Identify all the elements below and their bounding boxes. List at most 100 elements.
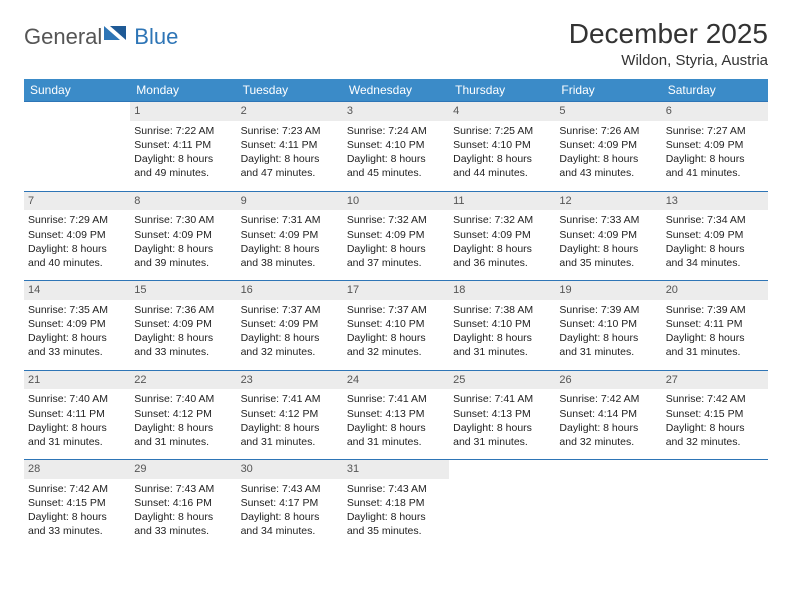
calendar-day-cell: 28Sunrise: 7:42 AMSunset: 4:15 PMDayligh… <box>24 460 130 549</box>
sunrise-line: Sunrise: 7:36 AM <box>134 303 232 317</box>
daylight-line: Daylight: 8 hours and 31 minutes. <box>28 421 126 449</box>
day-number: 16 <box>237 281 343 300</box>
sunset-line: Sunset: 4:09 PM <box>28 228 126 242</box>
calendar-day-cell: 8Sunrise: 7:30 AMSunset: 4:09 PMDaylight… <box>130 191 236 281</box>
daylight-line: Daylight: 8 hours and 35 minutes. <box>347 510 445 538</box>
sunrise-line: Sunrise: 7:22 AM <box>134 124 232 138</box>
calendar-week-row: 7Sunrise: 7:29 AMSunset: 4:09 PMDaylight… <box>24 191 768 281</box>
calendar-day-cell: 7 Sunrise: 7:29 AMSunset: 4:09 PMDaylight… <box>24 191 130 281</box>
sunrise-line: Sunrise: 7:41 AM <box>453 392 551 406</box>
daylight-line: Daylight: 8 hours and 47 minutes. <box>241 152 339 180</box>
day-number: 19 <box>555 281 661 300</box>
sunset-line: Sunset: 4:09 PM <box>241 317 339 331</box>
daylight-line: Daylight: 8 hours and 35 minutes. <box>559 242 657 270</box>
calendar-day-cell: 30Sunrise: 7:43 AMSunset: 4:17 PMDayligh… <box>237 460 343 549</box>
sunset-line: Sunset: 4:09 PM <box>666 138 764 152</box>
logo-mark-icon <box>104 22 126 40</box>
day-number: 21 <box>24 371 130 390</box>
sunset-line: Sunset: 4:15 PM <box>666 407 764 421</box>
sunrise-line: Sunrise: 7:38 AM <box>453 303 551 317</box>
day-number: 17 <box>343 281 449 300</box>
calendar-day-cell <box>662 460 768 549</box>
calendar-day-cell: 1Sunrise: 7:22 AMSunset: 4:11 PMDaylight… <box>130 102 236 192</box>
daylight-line: Daylight: 8 hours and 31 minutes. <box>453 421 551 449</box>
daylight-line: Daylight: 8 hours and 31 minutes. <box>241 421 339 449</box>
day-number: 24 <box>343 371 449 390</box>
sunset-line: Sunset: 4:09 PM <box>134 228 232 242</box>
calendar-day-cell: 10Sunrise: 7:32 AMSunset: 4:09 PMDayligh… <box>343 191 449 281</box>
day-number: 26 <box>555 371 661 390</box>
day-number: 13 <box>662 192 768 211</box>
day-number: 9 <box>237 192 343 211</box>
day-number: 12 <box>555 192 661 211</box>
sunset-line: Sunset: 4:10 PM <box>453 138 551 152</box>
sunset-line: Sunset: 4:12 PM <box>134 407 232 421</box>
sunset-line: Sunset: 4:09 PM <box>559 228 657 242</box>
daylight-line: Daylight: 8 hours and 32 minutes. <box>666 421 764 449</box>
calendar-day-cell <box>24 102 130 192</box>
weekday-header: Thursday <box>449 79 555 102</box>
sunrise-line: Sunrise: 7:40 AM <box>28 392 126 406</box>
daylight-line: Daylight: 8 hours and 44 minutes. <box>453 152 551 180</box>
day-number: 5 <box>555 102 661 121</box>
sunrise-line: Sunrise: 7:31 AM <box>241 213 339 227</box>
sunrise-line: Sunrise: 7:24 AM <box>347 124 445 138</box>
sunset-line: Sunset: 4:17 PM <box>241 496 339 510</box>
sunrise-line: Sunrise: 7:27 AM <box>666 124 764 138</box>
day-number: 15 <box>130 281 236 300</box>
sunset-line: Sunset: 4:10 PM <box>559 317 657 331</box>
calendar-day-cell: 3Sunrise: 7:24 AMSunset: 4:10 PMDaylight… <box>343 102 449 192</box>
sunrise-line: Sunrise: 7:42 AM <box>28 482 126 496</box>
daylight-line: Daylight: 8 hours and 40 minutes. <box>28 242 126 270</box>
calendar-header-row: SundayMondayTuesdayWednesdayThursdayFrid… <box>24 79 768 102</box>
calendar-day-cell <box>449 460 555 549</box>
sunset-line: Sunset: 4:14 PM <box>559 407 657 421</box>
daylight-line: Daylight: 8 hours and 31 minutes. <box>666 331 764 359</box>
calendar-day-cell: 18Sunrise: 7:38 AMSunset: 4:10 PMDayligh… <box>449 281 555 371</box>
sunset-line: Sunset: 4:09 PM <box>559 138 657 152</box>
sunrise-line: Sunrise: 7:42 AM <box>666 392 764 406</box>
sunrise-line: Sunrise: 7:41 AM <box>241 392 339 406</box>
calendar-day-cell: 23Sunrise: 7:41 AMSunset: 4:12 PMDayligh… <box>237 370 343 460</box>
calendar-day-cell: 24Sunrise: 7:41 AMSunset: 4:13 PMDayligh… <box>343 370 449 460</box>
logo: General Blue <box>24 22 178 52</box>
sunrise-line: Sunrise: 7:26 AM <box>559 124 657 138</box>
calendar-day-cell: 22Sunrise: 7:40 AMSunset: 4:12 PMDayligh… <box>130 370 236 460</box>
calendar-day-cell: 15Sunrise: 7:36 AMSunset: 4:09 PMDayligh… <box>130 281 236 371</box>
day-number: 7 <box>24 192 130 211</box>
daylight-line: Daylight: 8 hours and 34 minutes. <box>241 510 339 538</box>
daylight-line: Daylight: 8 hours and 32 minutes. <box>559 421 657 449</box>
daylight-line: Daylight: 8 hours and 32 minutes. <box>347 331 445 359</box>
daylight-line: Daylight: 8 hours and 33 minutes. <box>134 331 232 359</box>
calendar-day-cell: 9Sunrise: 7:31 AMSunset: 4:09 PMDaylight… <box>237 191 343 281</box>
calendar-day-cell: 29Sunrise: 7:43 AMSunset: 4:16 PMDayligh… <box>130 460 236 549</box>
daylight-line: Daylight: 8 hours and 38 minutes. <box>241 242 339 270</box>
day-number: 10 <box>343 192 449 211</box>
sunset-line: Sunset: 4:18 PM <box>347 496 445 510</box>
weekday-header: Sunday <box>24 79 130 102</box>
sunrise-line: Sunrise: 7:43 AM <box>241 482 339 496</box>
calendar-day-cell: 6Sunrise: 7:27 AMSunset: 4:09 PMDaylight… <box>662 102 768 192</box>
day-number: 27 <box>662 371 768 390</box>
daylight-line: Daylight: 8 hours and 37 minutes. <box>347 242 445 270</box>
daylight-line: Daylight: 8 hours and 36 minutes. <box>453 242 551 270</box>
daylight-line: Daylight: 8 hours and 45 minutes. <box>347 152 445 180</box>
day-number: 23 <box>237 371 343 390</box>
sunrise-line: Sunrise: 7:29 AM <box>28 213 126 227</box>
daylight-line: Daylight: 8 hours and 33 minutes. <box>134 510 232 538</box>
day-number: 6 <box>662 102 768 121</box>
calendar-day-cell: 17Sunrise: 7:37 AMSunset: 4:10 PMDayligh… <box>343 281 449 371</box>
day-number: 25 <box>449 371 555 390</box>
sunset-line: Sunset: 4:10 PM <box>453 317 551 331</box>
sunset-line: Sunset: 4:13 PM <box>347 407 445 421</box>
calendar-week-row: 21Sunrise: 7:40 AMSunset: 4:11 PMDayligh… <box>24 370 768 460</box>
sunrise-line: Sunrise: 7:35 AM <box>28 303 126 317</box>
day-number: 22 <box>130 371 236 390</box>
sunrise-line: Sunrise: 7:40 AM <box>134 392 232 406</box>
day-number: 14 <box>24 281 130 300</box>
weekday-header: Wednesday <box>343 79 449 102</box>
sunrise-line: Sunrise: 7:41 AM <box>347 392 445 406</box>
day-number: 31 <box>343 460 449 479</box>
daylight-line: Daylight: 8 hours and 33 minutes. <box>28 510 126 538</box>
calendar-day-cell: 27 Sunrise: 7:42 AMSunset: 4:15 PMDayligh… <box>662 370 768 460</box>
